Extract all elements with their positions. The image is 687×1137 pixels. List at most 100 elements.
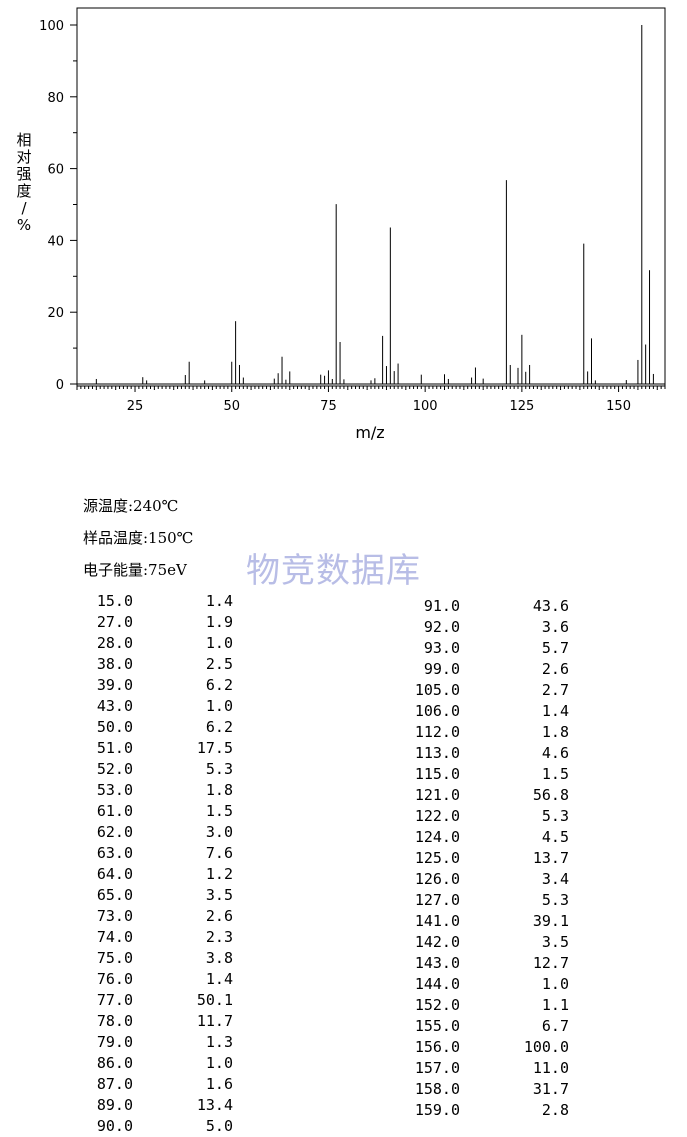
peak-intensity: 1.8 [205, 781, 233, 799]
peak-row: 78.0 11.7 [90, 1011, 233, 1032]
peak-row: 51.0 17.5 [90, 738, 233, 759]
peak-intensity: 56.8 [532, 786, 569, 804]
peak-intensity: 4.6 [541, 744, 569, 762]
peak-row: 157.0 11.0 [408, 1058, 569, 1079]
peak-mz: 141.0 [414, 912, 460, 930]
peak-mz: 115.0 [414, 765, 460, 783]
peak-intensity: 2.6 [541, 660, 569, 678]
peak-mz: 105.0 [414, 681, 460, 699]
peak-mz: 121.0 [414, 786, 460, 804]
peak-mz: 43.0 [96, 697, 133, 715]
peak-mz: 126.0 [414, 870, 460, 888]
peak-mz: 122.0 [414, 807, 460, 825]
peak-row: 65.0 3.5 [90, 885, 233, 906]
peak-mz: 38.0 [96, 655, 133, 673]
peak-mz: 124.0 [414, 828, 460, 846]
peak-intensity: 7.6 [205, 844, 233, 862]
peak-row: 159.0 2.8 [408, 1100, 569, 1121]
peak-mz: 106.0 [414, 702, 460, 720]
peak-row: 76.0 1.4 [90, 969, 233, 990]
peak-row: 43.0 1.0 [90, 696, 233, 717]
peak-row: 112.0 1.8 [408, 722, 569, 743]
x-tick-label: 50 [223, 399, 240, 414]
electron-energy: 电子能量:75eV [83, 561, 187, 579]
peak-intensity: 11.7 [196, 1012, 233, 1030]
peak-mz: 144.0 [414, 975, 460, 993]
peak-intensity: 1.9 [205, 613, 233, 631]
peak-intensity: 2.6 [205, 907, 233, 925]
y-tick-label: 20 [47, 306, 64, 321]
x-axis-label: m/z [355, 423, 384, 442]
peak-mz: 93.0 [423, 639, 460, 657]
peak-intensity: 43.6 [532, 597, 569, 615]
x-tick-label: 75 [320, 399, 337, 414]
plot-frame [76, 7, 666, 387]
peak-row: 99.0 2.6 [408, 659, 569, 680]
peak-intensity: 5.3 [205, 760, 233, 778]
peak-intensity: 2.8 [541, 1101, 569, 1119]
peak-intensity: 1.3 [205, 1033, 233, 1051]
peak-intensity: 1.0 [205, 697, 233, 715]
peak-mz: 65.0 [96, 886, 133, 904]
peak-row: 62.0 3.0 [90, 822, 233, 843]
peak-mz: 86.0 [96, 1054, 133, 1072]
peak-row: 61.0 1.5 [90, 801, 233, 822]
peak-mz: 51.0 [96, 739, 133, 757]
peak-intensity: 1.0 [541, 975, 569, 993]
mass-spectrum-chart: 0 20 40 60 80 100 25 50 75 100 125 150 m/z 相对强度/% [16, 7, 666, 442]
peak-intensity: 4.5 [541, 828, 569, 846]
peak-mz: 113.0 [414, 744, 460, 762]
peak-mz: 87.0 [96, 1075, 133, 1093]
peak-intensity: 1.2 [205, 865, 233, 883]
peak-mz: 155.0 [414, 1017, 460, 1035]
peak-intensity: 1.5 [541, 765, 569, 783]
peak-mz: 92.0 [423, 618, 460, 636]
x-tick-label: 25 [127, 399, 144, 414]
peak-row: 52.0 5.3 [90, 759, 233, 780]
peak-mz: 143.0 [414, 954, 460, 972]
peak-row: 156.0 100.0 [408, 1037, 569, 1058]
x-tick-label: 150 [606, 399, 631, 414]
peak-intensity: 1.4 [541, 702, 569, 720]
peak-intensity: 13.4 [196, 1096, 233, 1114]
peak-row: 126.0 3.4 [408, 869, 569, 890]
peak-row: 39.0 6.2 [90, 675, 233, 696]
peak-mz: 159.0 [414, 1101, 460, 1119]
peak-row: 143.0 12.7 [408, 953, 569, 974]
peak-intensity: 3.5 [205, 886, 233, 904]
peak-intensity: 1.0 [205, 1054, 233, 1072]
peak-row: 155.0 6.7 [408, 1016, 569, 1037]
peak-mz: 75.0 [96, 949, 133, 967]
peak-row: 89.0 13.4 [90, 1095, 233, 1116]
x-minor-ticks [76, 386, 666, 392]
peak-row: 91.0 43.6 [408, 596, 569, 617]
peak-intensity: 6.2 [205, 718, 233, 736]
peak-row: 144.0 1.0 [408, 974, 569, 995]
peak-mz: 52.0 [96, 760, 133, 778]
peak-mz: 50.0 [96, 718, 133, 736]
peak-mz: 61.0 [96, 802, 133, 820]
peak-row: 50.0 6.2 [90, 717, 233, 738]
peak-mz: 89.0 [96, 1096, 133, 1114]
y-tick-label: 60 [47, 163, 64, 178]
peak-intensity: 5.3 [541, 891, 569, 909]
peak-intensity: 2.7 [541, 681, 569, 699]
peak-row: 92.0 3.6 [408, 617, 569, 638]
peak-intensity: 11.0 [532, 1059, 569, 1077]
peak-intensity: 1.8 [541, 723, 569, 741]
peak-mz: 152.0 [414, 996, 460, 1014]
peak-row: 77.0 50.1 [90, 990, 233, 1011]
peak-intensity: 2.3 [205, 928, 233, 946]
peak-intensity: 39.1 [532, 912, 569, 930]
peak-intensity: 13.7 [532, 849, 569, 867]
peak-row: 158.0 31.7 [408, 1079, 569, 1100]
peak-row: 127.0 5.3 [408, 890, 569, 911]
peak-intensity: 1.1 [541, 996, 569, 1014]
peak-row: 115.0 1.5 [408, 764, 569, 785]
peak-intensity: 50.1 [196, 991, 233, 1009]
peak-mz: 76.0 [96, 970, 133, 988]
peak-mz: 125.0 [414, 849, 460, 867]
peak-mz: 112.0 [414, 723, 460, 741]
peak-intensity: 1.4 [205, 970, 233, 988]
peak-intensity: 3.0 [205, 823, 233, 841]
